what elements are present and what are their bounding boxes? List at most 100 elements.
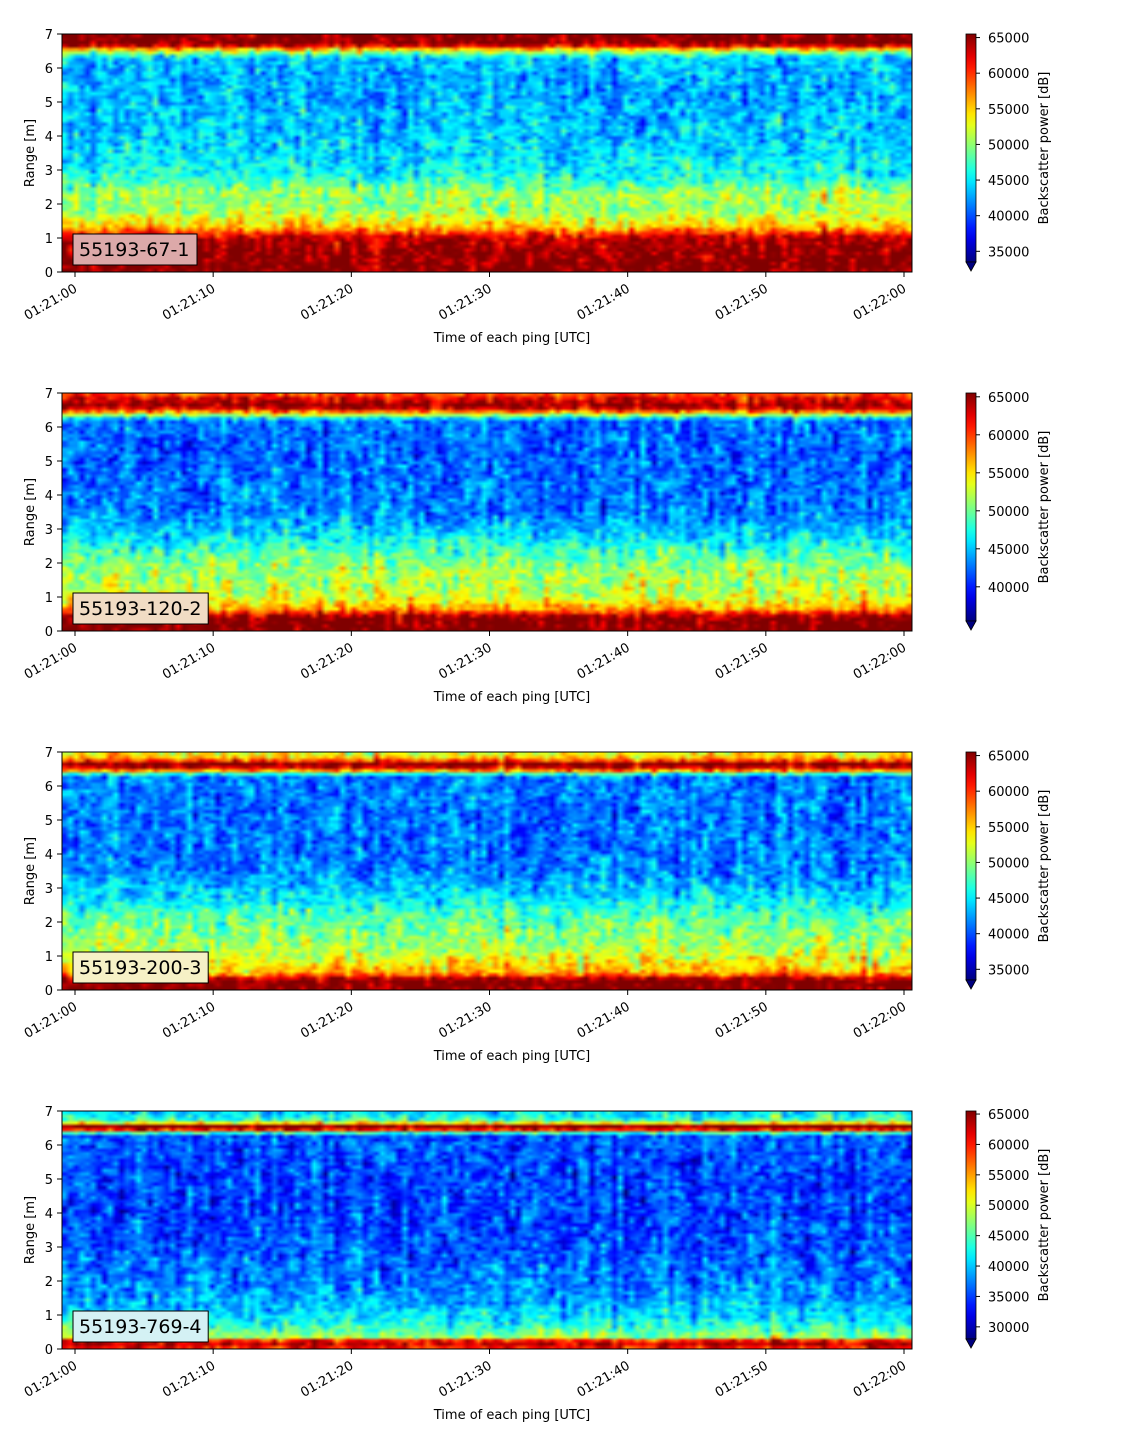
colorbar <box>965 33 977 263</box>
echogram-heatmap <box>62 752 912 990</box>
y-tick-label: 3 <box>45 164 53 179</box>
colorbar-tick-label: 45000 <box>988 892 1029 907</box>
x-tick-label: 01:21:10 <box>160 640 218 682</box>
panel-2: 0 1 2 3 4 5 6 7 Range [m] 01:21:00 01:21:10 01:21:2… <box>0 359 1140 718</box>
x-tick-label: 01:22:00 <box>851 640 909 682</box>
colorbar-tick-label: 50000 <box>988 505 1029 520</box>
x-tick-label: 01:21:40 <box>575 640 633 682</box>
y-tick-label: 3 <box>45 523 53 538</box>
x-axis-label: Time of each ping [UTC] <box>433 690 591 705</box>
x-tick-label: 01:21:30 <box>436 281 494 323</box>
sensor-label-box: 55193-200-3 <box>72 951 209 984</box>
colorbar-tick-label: 40000 <box>988 1260 1029 1275</box>
x-tick-label: 01:21:20 <box>298 1358 356 1400</box>
axes-frame <box>61 1110 913 1350</box>
colorbar-tick-label: 55000 <box>988 467 1029 482</box>
x-tick-label: 01:21:00 <box>22 640 80 682</box>
x-tick-label: 01:21:30 <box>436 999 494 1041</box>
colorbar-tick-label: 35000 <box>988 245 1029 260</box>
y-tick-label: 4 <box>45 1207 53 1222</box>
axes-frame <box>61 33 913 273</box>
sensor-label: 55193-120-2 <box>79 598 202 620</box>
colorbar-tick-label: 60000 <box>988 429 1029 444</box>
colorbar-tick-label: 40000 <box>988 210 1029 225</box>
sensor-label: 55193-67-1 <box>79 239 189 261</box>
y-tick-label: 6 <box>45 421 53 436</box>
y-tick-label: 1 <box>45 1309 53 1324</box>
y-axis-label: Range [m] <box>23 478 38 546</box>
y-tick-label: 7 <box>45 28 53 43</box>
colorbar-extend-min <box>965 1338 977 1349</box>
y-tick-label: 2 <box>45 198 53 213</box>
colorbar-label: Backscatter power [dB] <box>1037 1149 1052 1302</box>
colorbar-tick-label: 55000 <box>988 103 1029 118</box>
y-tick-label: 3 <box>45 1241 53 1256</box>
colorbar-tick-label: 65000 <box>988 750 1029 765</box>
x-tick-label: 01:21:50 <box>713 640 771 682</box>
y-tick-label: 7 <box>45 746 53 761</box>
echogram-heatmap <box>62 393 912 631</box>
x-tick-label: 01:21:50 <box>713 281 771 323</box>
y-tick-label: 6 <box>45 780 53 795</box>
y-tick-label: 6 <box>45 62 53 77</box>
x-tick-label: 01:21:00 <box>22 1358 80 1400</box>
x-axis-label: Time of each ping [UTC] <box>433 1408 591 1423</box>
colorbar <box>965 1110 977 1340</box>
colorbar <box>965 392 977 622</box>
y-tick-label: 0 <box>45 984 53 999</box>
colorbar-tick-label: 55000 <box>988 821 1029 836</box>
panel-4: 0 1 2 3 4 5 6 7 Range [m] 01:21:00 01:21:10 01:21:2… <box>0 1077 1140 1436</box>
x-tick-label: 01:21:00 <box>22 281 80 323</box>
y-tick-label: 5 <box>45 455 53 470</box>
colorbar-tick-label: 45000 <box>988 174 1029 189</box>
sensor-label-background <box>72 592 209 625</box>
x-tick-label: 01:21:10 <box>160 999 218 1041</box>
sensor-label-background <box>72 951 209 984</box>
colorbar-tick-label: 50000 <box>988 856 1029 871</box>
y-tick-label: 5 <box>45 1173 53 1188</box>
colorbar-tick-label: 60000 <box>988 67 1029 82</box>
axes-frame <box>61 751 913 991</box>
colorbar-tick-label: 35000 <box>988 1290 1029 1305</box>
echogram-chart-2: 0 1 2 3 4 5 6 7 Range [m] 01:21:00 01:21:10 01:21:2… <box>22 387 1052 705</box>
x-tick-label: 01:21:30 <box>436 640 494 682</box>
colorbar-tick-label: 65000 <box>988 32 1029 47</box>
panel-1: 0 1 2 3 4 5 6 7 Range [m] 01:21:00 01:21:10 01:21:2… <box>0 0 1140 359</box>
y-tick-label: 2 <box>45 1275 53 1290</box>
x-tick-label: 01:21:40 <box>575 1358 633 1400</box>
colorbar <box>965 751 977 981</box>
y-tick-label: 1 <box>45 591 53 606</box>
colorbar-label: Backscatter power [dB] <box>1037 72 1052 225</box>
colorbar-tick-label: 65000 <box>988 391 1029 406</box>
x-tick-label: 01:21:20 <box>298 281 356 323</box>
y-tick-label: 0 <box>45 625 53 640</box>
x-tick-label: 01:21:40 <box>575 999 633 1041</box>
colorbar-tick-label: 60000 <box>988 1138 1029 1153</box>
x-tick-label: 01:21:30 <box>436 1358 494 1400</box>
y-tick-label: 4 <box>45 848 53 863</box>
x-tick-label: 01:22:00 <box>851 999 909 1041</box>
y-tick-label: 0 <box>45 1343 53 1358</box>
y-tick-label: 2 <box>45 916 53 931</box>
colorbar-tick-label: 45000 <box>988 543 1029 558</box>
colorbar-extend-min <box>965 979 977 990</box>
x-tick-label: 01:21:50 <box>713 999 771 1041</box>
echogram-heatmap <box>62 34 912 272</box>
y-tick-label: 3 <box>45 882 53 897</box>
echogram-chart-4: 0 1 2 3 4 5 6 7 Range [m] 01:21:00 01:21:10 01:21:2… <box>22 1105 1052 1423</box>
y-tick-label: 4 <box>45 489 53 504</box>
colorbar-tick-label: 30000 <box>988 1321 1029 1336</box>
x-tick-label: 01:22:00 <box>851 281 909 323</box>
y-tick-label: 7 <box>45 387 53 402</box>
x-tick-label: 01:21:50 <box>713 1358 771 1400</box>
colorbar-tick-label: 40000 <box>988 928 1029 943</box>
sensor-label-background <box>72 1310 209 1343</box>
axes-frame <box>61 392 913 632</box>
x-tick-label: 01:21:00 <box>22 999 80 1041</box>
x-axis-label: Time of each ping [UTC] <box>433 1049 591 1064</box>
y-tick-label: 5 <box>45 96 53 111</box>
x-tick-label: 01:21:10 <box>160 281 218 323</box>
panel-3: 0 1 2 3 4 5 6 7 Range [m] 01:21:00 01:21:10 01:21:2… <box>0 718 1140 1077</box>
colorbar-tick-label: 45000 <box>988 1230 1029 1245</box>
colorbar-tick-label: 40000 <box>988 581 1029 596</box>
